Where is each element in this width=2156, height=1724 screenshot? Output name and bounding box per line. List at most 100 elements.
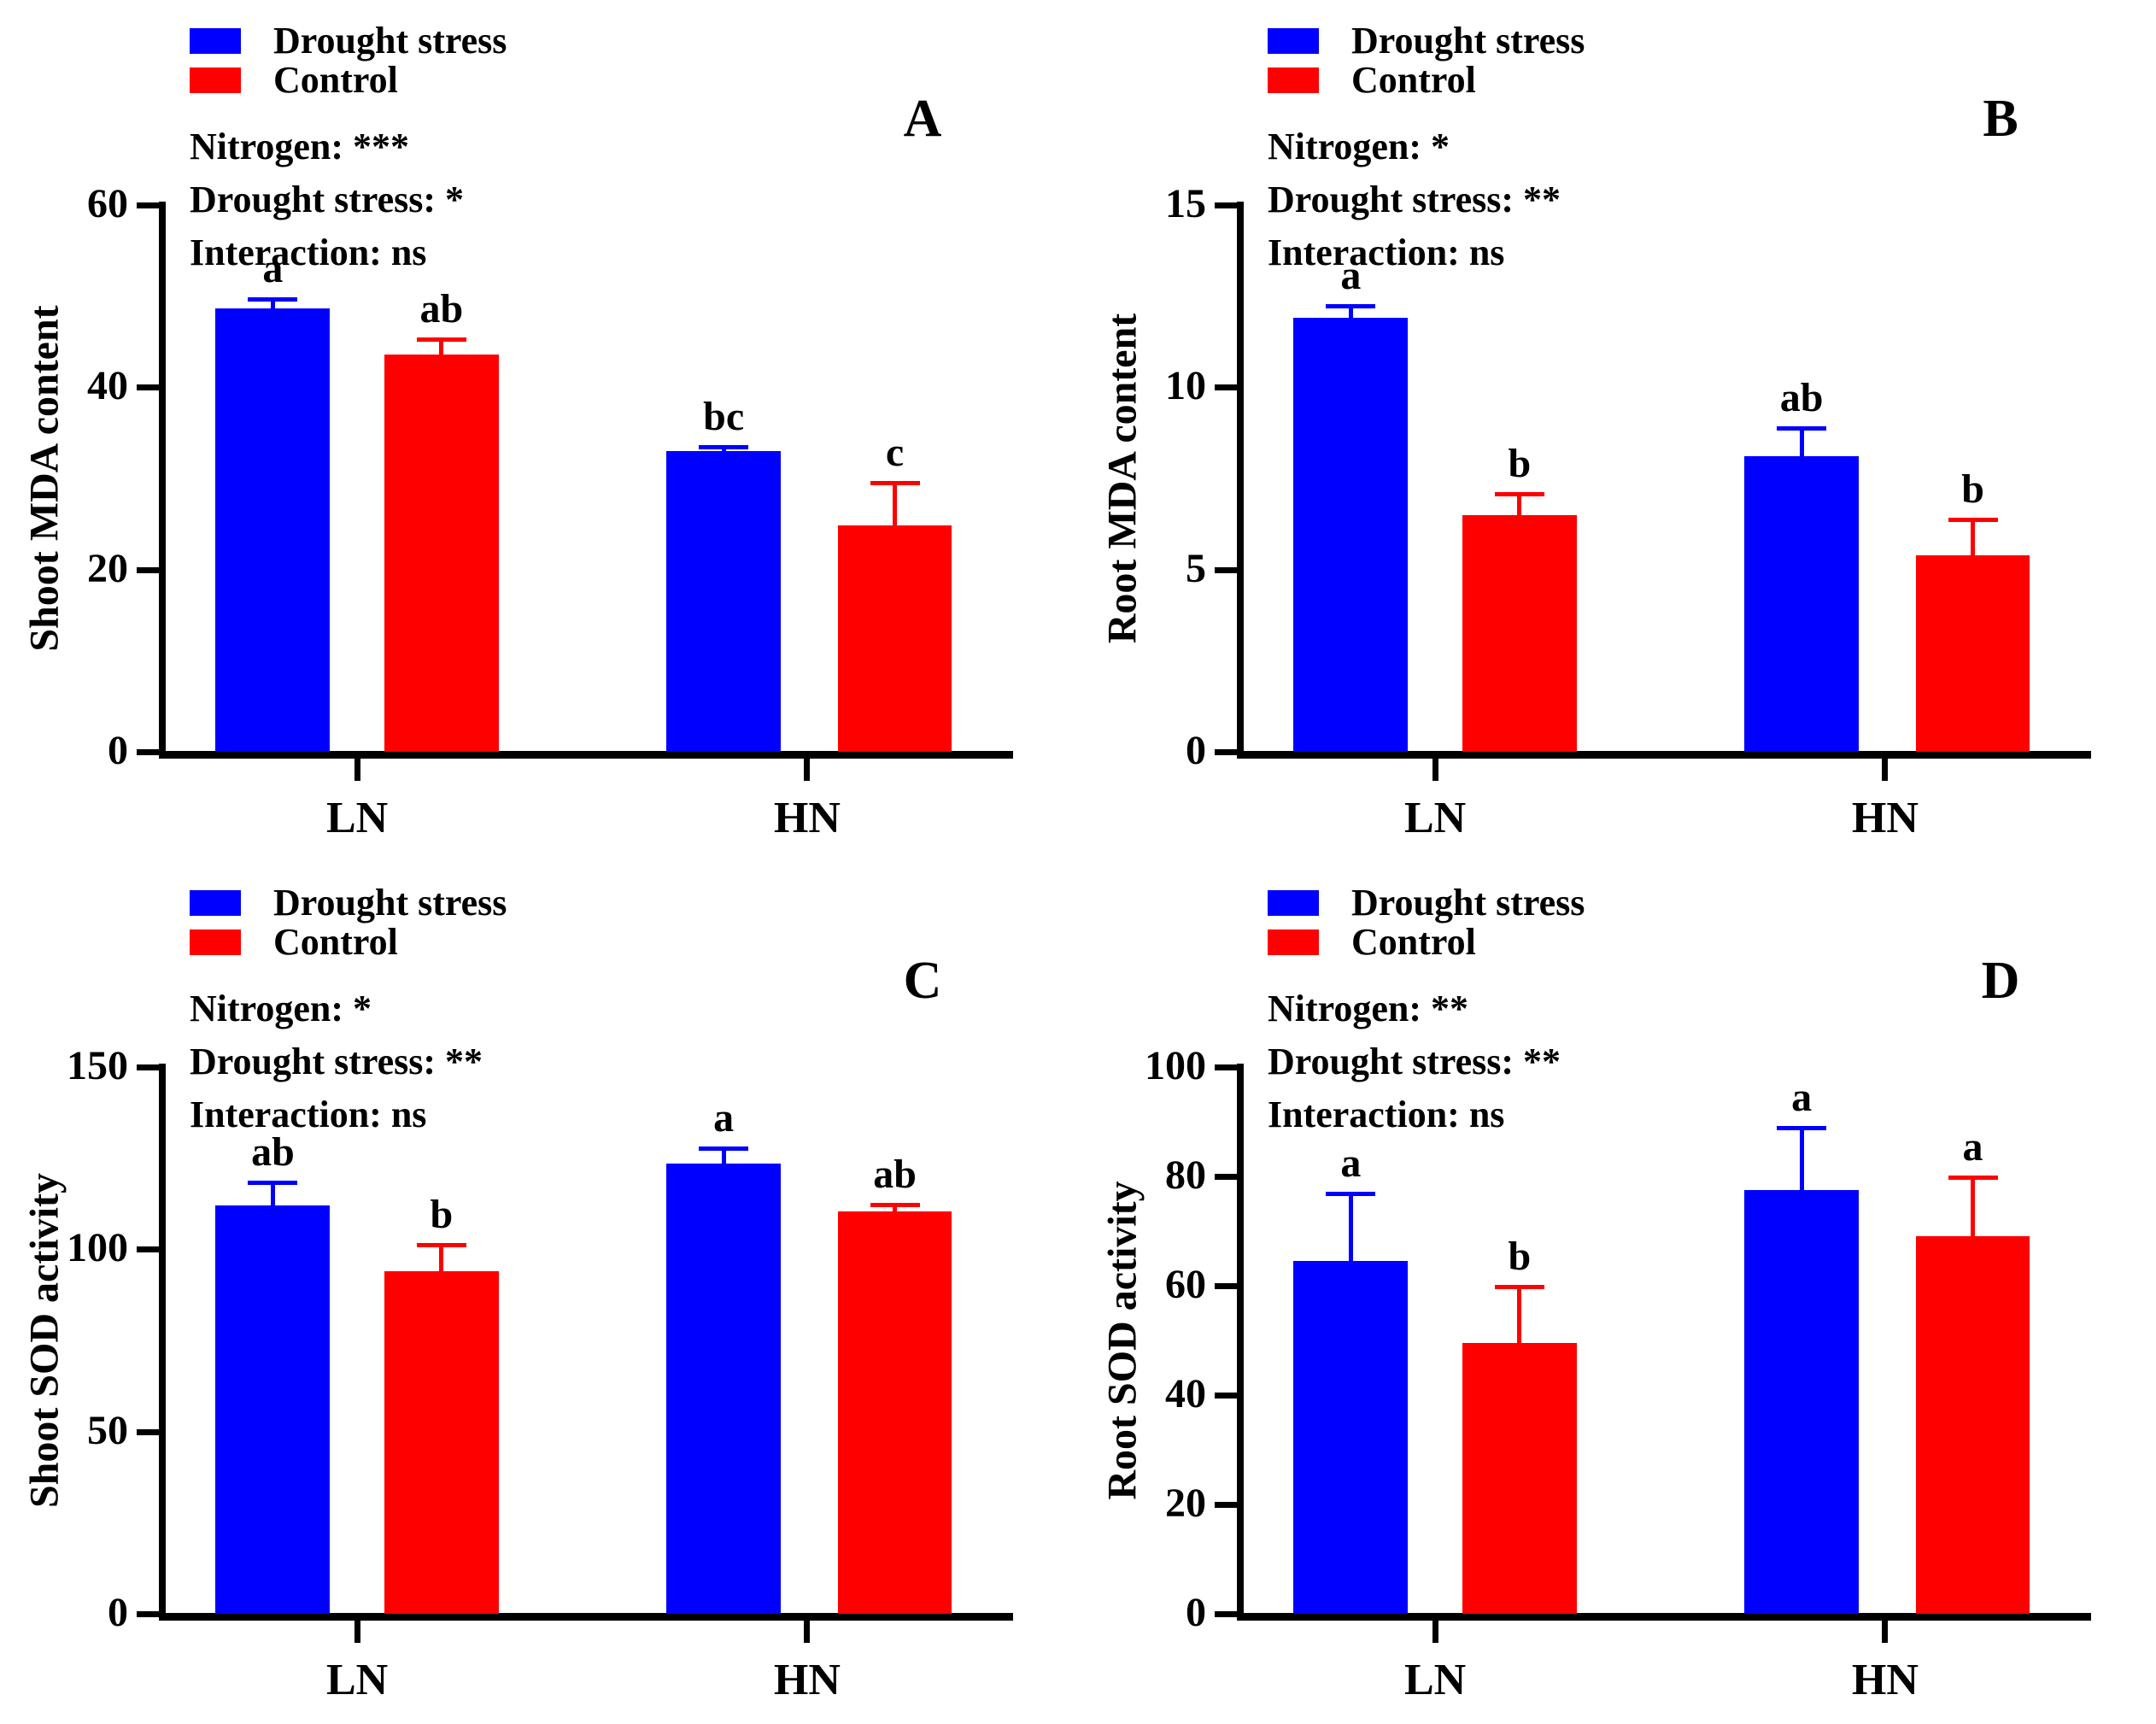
legend: Drought stress Control: [1268, 882, 1780, 971]
error-bar-cap-drought-ln: [248, 297, 298, 302]
x-tick-mark: [1432, 1621, 1438, 1643]
y-tick-mark: [137, 1611, 159, 1617]
error-bar-cap-drought-ln: [248, 1181, 298, 1185]
stats-nitrogen: Nitrogen: *: [1268, 126, 1450, 167]
error-bar-line-control-hn: [1971, 1176, 1976, 1252]
x-tick-label: HN: [1851, 1656, 1919, 1704]
legend-item: Drought stress: [1268, 882, 1585, 924]
error-bar-cap-drought-hn: [1777, 1126, 1827, 1130]
legend-label: Control: [273, 921, 398, 963]
y-tick-label: 0: [108, 1590, 128, 1635]
legend-label: Drought stress: [273, 20, 507, 62]
error-bar-line-drought-hn: [721, 1147, 726, 1179]
y-axis-title: Root SOD activity: [1099, 1181, 1145, 1500]
error-bar-cap-control-ln: [1494, 492, 1544, 496]
x-tick-label: LN: [1404, 1656, 1467, 1704]
significance-letter-drought-hn: bc: [703, 394, 745, 439]
panel-letter-d: D: [1981, 952, 2020, 1010]
x-tick-mark: [354, 1621, 360, 1643]
legend: Drought stress Control: [1268, 22, 1780, 109]
bar-control-ln: [1462, 515, 1577, 752]
legend-item: Control: [190, 59, 398, 101]
legend-swatch-drought-stress: [190, 28, 241, 54]
error-bar-cap-drought-ln: [1326, 304, 1376, 308]
significance-letter-control-hn: c: [885, 430, 905, 475]
plot-area: a bc ab c: [159, 205, 1006, 752]
y-axis-title: Root MDA content: [1099, 313, 1145, 644]
y-tick-mark: [1215, 1502, 1237, 1508]
y-tick-label: 100: [67, 1225, 128, 1271]
y-tick-mark: [1215, 566, 1237, 573]
error-bar-cap-control-hn: [870, 481, 920, 485]
y-tick-label: 80: [1165, 1152, 1206, 1198]
legend-swatch-control: [190, 67, 241, 93]
y-tick-mark: [137, 566, 159, 573]
legend-label: Control: [1351, 921, 1476, 963]
y-tick-mark: [137, 1246, 159, 1253]
legend-swatch-drought-stress: [190, 890, 241, 916]
legend-item: Drought stress: [190, 20, 507, 62]
legend-swatch-drought-stress: [1268, 28, 1319, 54]
y-axis-line: [1237, 202, 1244, 755]
y-tick-mark: [137, 749, 159, 755]
y-tick-mark: [137, 384, 159, 391]
x-axis-line: [1237, 751, 2091, 759]
error-bar-cap-drought-hn: [699, 445, 749, 449]
plot-area: ab a b ab: [159, 1067, 1006, 1614]
legend-label: Drought stress: [1351, 882, 1585, 924]
y-tick-mark: [1215, 1611, 1237, 1617]
bar-control-ln: [384, 355, 499, 752]
y-tick-label: 40: [87, 363, 128, 409]
stats-interaction: Interaction: ns: [190, 232, 427, 273]
x-tick-label: LN: [326, 794, 389, 842]
y-tick-mark: [1215, 1283, 1237, 1289]
bar-control-hn: [1915, 555, 2030, 752]
error-bar-cap-control-hn: [1948, 1176, 1998, 1180]
significance-letter-drought-hn: a: [713, 1095, 735, 1141]
error-bar-line-control-hn: [1971, 519, 1976, 571]
error-bar-line-drought-ln: [1348, 1193, 1353, 1276]
legend-label: Control: [273, 59, 398, 101]
stats-drought: Drought stress: **: [1268, 1041, 1561, 1082]
error-bar-cap-control-ln: [416, 1243, 466, 1247]
x-axis-line: [159, 1613, 1013, 1621]
legend-item: Control: [1268, 59, 1476, 101]
stats-nitrogen: Nitrogen: *: [190, 988, 372, 1029]
y-tick-mark: [1215, 749, 1237, 755]
y-axis-title: Shoot MDA content: [21, 305, 67, 652]
significance-letter-drought-ln: a: [1340, 1141, 1362, 1186]
bar-drought-hn: [1744, 1190, 1860, 1614]
plot-area: a a b a: [1237, 1067, 2084, 1614]
y-tick-label: 50: [87, 1407, 128, 1453]
stats-interaction: Interaction: ns: [1268, 1094, 1505, 1135]
y-tick-label: 60: [1165, 1262, 1206, 1307]
y-axis-line: [159, 202, 166, 755]
legend-item: Control: [190, 921, 398, 963]
y-tick-mark: [1215, 1064, 1237, 1070]
error-bar-line-drought-hn: [1799, 427, 1804, 472]
y-tick-label: 0: [1186, 728, 1206, 773]
legend-label: Control: [1351, 59, 1476, 101]
stats-drought: Drought stress: **: [190, 1041, 483, 1082]
error-bar-cap-control-ln: [416, 337, 466, 342]
bar-control-ln: [384, 1271, 499, 1614]
y-axis-line: [159, 1064, 166, 1617]
bar-control-ln: [1462, 1343, 1577, 1614]
bar-drought-hn: [1744, 456, 1860, 752]
bar-drought-hn: [666, 451, 782, 752]
y-tick-mark: [1215, 384, 1237, 391]
bar-drought-hn: [666, 1164, 782, 1614]
y-axis-title: Shoot SOD activity: [21, 1172, 67, 1509]
bar-drought-ln: [1293, 1261, 1409, 1614]
error-bar-cap-control-ln: [1494, 1285, 1544, 1289]
bar-drought-ln: [215, 308, 331, 752]
panel-letter-c: C: [903, 952, 942, 1010]
stats-drought: Drought stress: *: [190, 179, 465, 220]
bar-control-hn: [1915, 1236, 2030, 1614]
y-tick-label: 20: [1165, 1481, 1206, 1526]
error-bar-line-control-ln: [439, 338, 444, 370]
significance-letter-drought-ln: a: [1340, 253, 1362, 298]
legend-item: Drought stress: [1268, 22, 1585, 60]
y-tick-label: 20: [87, 545, 128, 591]
